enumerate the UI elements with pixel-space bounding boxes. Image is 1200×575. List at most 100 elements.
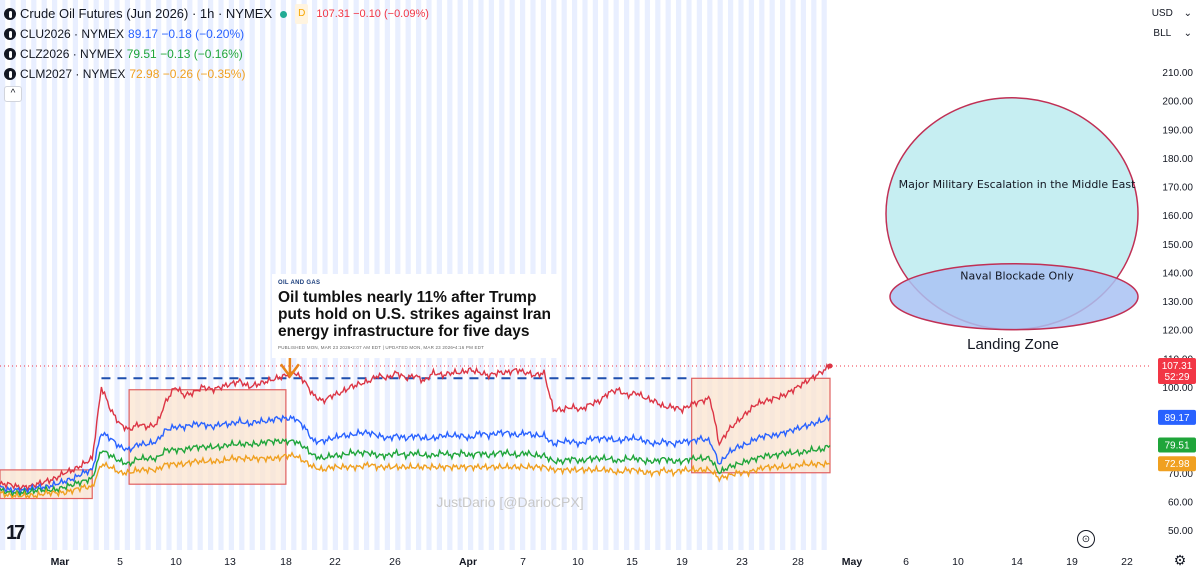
x-tick-label: 10	[952, 556, 964, 568]
session-stripe	[20, 0, 26, 550]
x-tick-label: 19	[1066, 556, 1078, 568]
chart-settings-gear-icon[interactable]: ⚙	[1172, 551, 1188, 568]
legend-row[interactable]: CLZ2026 · NYMEX 79.51 −0.13 (−0.16%)	[4, 44, 429, 64]
y-tick-label: 140.00	[1162, 268, 1193, 279]
price-tag-value: 107.31	[1162, 361, 1193, 372]
y-tick-label: 210.00	[1162, 68, 1193, 79]
price-tag-value: 79.51	[1164, 441, 1189, 452]
chevron-down-icon: ⌄	[1183, 28, 1192, 39]
market-open-icon	[280, 10, 288, 18]
session-stripe	[696, 0, 702, 550]
chevron-down-icon: ⌄	[1183, 8, 1192, 19]
session-stripe	[572, 0, 578, 550]
session-stripe	[0, 0, 6, 550]
price-tag	[1158, 437, 1196, 453]
x-tick-label: 19	[676, 556, 688, 568]
y-tick-label: 160.00	[1162, 211, 1193, 222]
x-tick-label: 7	[520, 556, 526, 568]
last-price-dot	[827, 363, 833, 369]
goto-realtime-button[interactable]: ⊙	[1077, 530, 1095, 548]
y-tick-label: 120.00	[1162, 326, 1193, 337]
session-stripe	[748, 0, 754, 550]
legend-symbol: CLM2027 · NYMEX	[20, 67, 126, 81]
session-stripe	[686, 0, 692, 550]
session-stripe	[613, 0, 619, 550]
session-stripe	[93, 0, 99, 550]
legend-row[interactable]: CLM2027 · NYMEX 72.98 −0.26 (−0.35%)	[4, 64, 429, 84]
series-lines	[0, 363, 833, 500]
session-stripe	[707, 0, 713, 550]
session-stripe	[228, 0, 234, 550]
symbol-logo-icon	[4, 68, 16, 80]
session-stripe	[728, 0, 734, 550]
y-tick-label: 100.00	[1162, 383, 1193, 394]
x-tick-label: 15	[626, 556, 638, 568]
session-stripe	[114, 0, 120, 550]
x-tick-label: 26	[389, 556, 401, 568]
main-symbol: Crude Oil Futures (Jun 2026) · 1h · NYME…	[20, 6, 273, 21]
session-stripe	[156, 0, 162, 550]
x-tick-label: 22	[1121, 556, 1133, 568]
y-tick-label: 180.00	[1162, 154, 1193, 165]
price-tag-countdown: 52:29	[1164, 372, 1189, 383]
symbol-logo-icon	[4, 8, 16, 20]
session-stripe	[10, 0, 16, 550]
blockade-ellipse	[889, 263, 1139, 331]
legend-row[interactable]: CLU2026 · NYMEX 89.17 −0.18 (−0.20%)	[4, 24, 429, 44]
session-stripe	[780, 0, 786, 550]
legend-quote: 72.98 −0.26 (−0.35%)	[129, 67, 246, 81]
session-stripe	[759, 0, 765, 550]
session-stripe	[811, 0, 817, 550]
session-stripe	[592, 0, 598, 550]
legend-symbol: CLU2026 · NYMEX	[20, 27, 125, 41]
legend-main[interactable]: Crude Oil Futures (Jun 2026) · 1h · NYME…	[4, 4, 429, 24]
session-stripe	[821, 0, 827, 550]
session-stripe	[634, 0, 640, 550]
scenario-ellipses: Major Military Escalation in the Middle …	[885, 97, 1139, 353]
session-stripe	[62, 0, 68, 550]
session-stripe	[124, 0, 130, 550]
session-stripe	[655, 0, 661, 550]
unit-selector[interactable]: BLL ⌄	[1153, 28, 1192, 39]
x-tick-label: 5	[117, 556, 123, 568]
news-headline-card: OIL AND GAS Oil tumbles nearly 11% after…	[272, 274, 560, 358]
blockade-label: Naval Blockade Only	[960, 270, 1074, 283]
session-stripe	[249, 0, 255, 550]
session-stripe	[582, 0, 588, 550]
collapse-legend-button[interactable]: ^	[4, 86, 22, 102]
session-stripe	[260, 0, 266, 550]
session-stripe	[665, 0, 671, 550]
session-stripe	[104, 0, 110, 550]
landing-zone-label: Landing Zone	[967, 336, 1059, 353]
legend-symbol: CLZ2026 · NYMEX	[20, 47, 123, 61]
session-stripe	[166, 0, 172, 550]
main-quote: 107.31 −0.10 (−0.09%)	[316, 8, 429, 20]
price-tag	[1158, 409, 1196, 425]
series-line-clz2026	[0, 437, 831, 498]
x-tick-label: May	[842, 556, 863, 568]
session-stripe	[717, 0, 723, 550]
session-stripe	[83, 0, 89, 550]
session-stripe	[644, 0, 650, 550]
currency-selector[interactable]: USD ⌄	[1152, 8, 1192, 19]
x-tick-label: 28	[792, 556, 804, 568]
session-stripe	[187, 0, 193, 550]
x-tick-label: Apr	[459, 556, 477, 568]
session-stripe	[176, 0, 182, 550]
x-tick-label: 14	[1011, 556, 1023, 568]
session-stripe	[52, 0, 58, 550]
session-stripe	[145, 0, 151, 550]
session-stripe	[208, 0, 214, 550]
escalation-label: Major Military Escalation in the Middle …	[899, 178, 1136, 191]
x-tick-label: 10	[170, 556, 182, 568]
legend-quote: 89.17 −0.18 (−0.20%)	[128, 27, 245, 41]
session-stripe	[738, 0, 744, 550]
y-tick-label: 150.00	[1162, 240, 1193, 251]
session-stripe	[676, 0, 682, 550]
consolidation-box	[691, 377, 831, 474]
series-line-clm2026	[0, 363, 831, 493]
headline-title: Oil tumbles nearly 11% after Trump puts …	[278, 289, 552, 340]
series-line-clu2026	[0, 414, 831, 496]
price-tag	[1158, 357, 1196, 384]
